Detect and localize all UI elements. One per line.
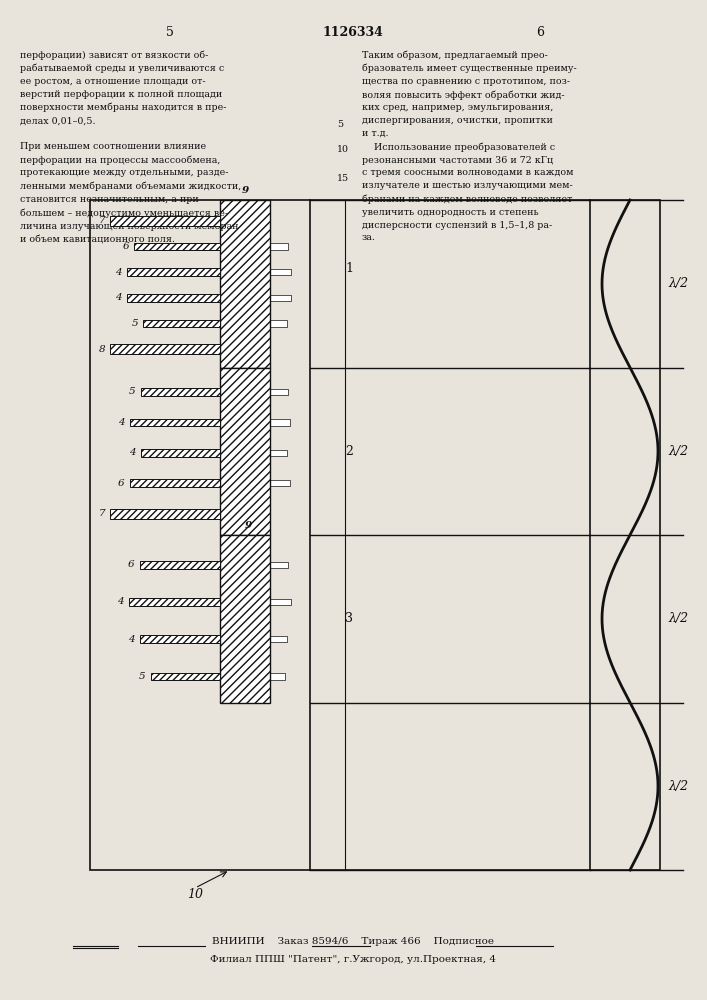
- Bar: [270, 243, 288, 250]
- Text: 9: 9: [245, 521, 252, 530]
- Text: λ/2: λ/2: [668, 277, 688, 290]
- Text: 7: 7: [98, 509, 105, 518]
- Text: 1: 1: [345, 262, 353, 275]
- Text: 4: 4: [115, 293, 122, 302]
- Text: Таким образом, предлагаемый прео-
бразователь имеет существенные преиму-
щества : Таким образом, предлагаемый прео- бразов…: [362, 50, 577, 242]
- Bar: [129, 598, 220, 606]
- Text: 6: 6: [128, 560, 135, 569]
- Bar: [270, 480, 291, 486]
- Bar: [270, 636, 288, 642]
- Text: 15: 15: [337, 174, 349, 183]
- Text: 6: 6: [122, 242, 129, 251]
- Text: 9: 9: [241, 186, 249, 195]
- Bar: [270, 673, 285, 680]
- Bar: [270, 389, 288, 395]
- Bar: [151, 673, 220, 680]
- Text: 5: 5: [139, 672, 146, 681]
- Text: 3: 3: [345, 612, 353, 625]
- Text: λ/2: λ/2: [668, 780, 688, 793]
- Bar: [90, 200, 660, 870]
- Bar: [110, 216, 220, 226]
- Text: 7: 7: [98, 216, 105, 225]
- Bar: [220, 367, 270, 535]
- Bar: [270, 419, 291, 426]
- Text: 5: 5: [132, 319, 138, 328]
- Bar: [140, 635, 220, 643]
- Text: 2: 2: [345, 445, 353, 458]
- Bar: [134, 243, 220, 250]
- Text: 4: 4: [118, 418, 125, 427]
- Bar: [141, 388, 220, 396]
- Bar: [270, 599, 291, 605]
- Text: 6: 6: [536, 25, 544, 38]
- Bar: [270, 562, 288, 568]
- Text: 6: 6: [118, 479, 125, 488]
- Bar: [141, 449, 220, 457]
- Text: 10: 10: [187, 888, 203, 902]
- Text: λ/2: λ/2: [668, 612, 688, 625]
- Text: 4: 4: [128, 635, 135, 644]
- Text: 1126334: 1126334: [322, 25, 383, 38]
- Text: Филиал ППШ "Патент", г.Ужгород, ул.Проектная, 4: Филиал ППШ "Патент", г.Ужгород, ул.Проек…: [210, 956, 496, 964]
- Bar: [270, 320, 286, 327]
- Bar: [127, 268, 220, 276]
- Text: 5: 5: [129, 387, 136, 396]
- Text: 4: 4: [117, 597, 124, 606]
- Bar: [270, 295, 291, 301]
- Text: ВНИИПИ    Заказ 8594/6    Тираж 466    Подписное: ВНИИПИ Заказ 8594/6 Тираж 466 Подписное: [212, 938, 494, 946]
- Bar: [110, 509, 220, 519]
- Bar: [270, 269, 291, 275]
- Text: 10: 10: [337, 145, 349, 154]
- Bar: [127, 294, 220, 302]
- Text: перфорации) зависят от вязкости об-
рабатываемой среды и увеличиваются с
ее рост: перфорации) зависят от вязкости об- раба…: [20, 50, 241, 244]
- Text: 5: 5: [166, 25, 174, 38]
- Text: 4: 4: [115, 268, 122, 277]
- Bar: [140, 561, 220, 569]
- Text: λ/2: λ/2: [668, 445, 688, 458]
- Bar: [270, 450, 288, 456]
- Bar: [110, 344, 220, 354]
- Bar: [130, 479, 220, 487]
- Text: 8: 8: [98, 345, 105, 354]
- Text: 5: 5: [337, 120, 343, 129]
- Bar: [143, 320, 220, 327]
- Text: 4: 4: [129, 448, 136, 457]
- Bar: [220, 200, 270, 367]
- Bar: [220, 535, 270, 702]
- Bar: [130, 419, 220, 426]
